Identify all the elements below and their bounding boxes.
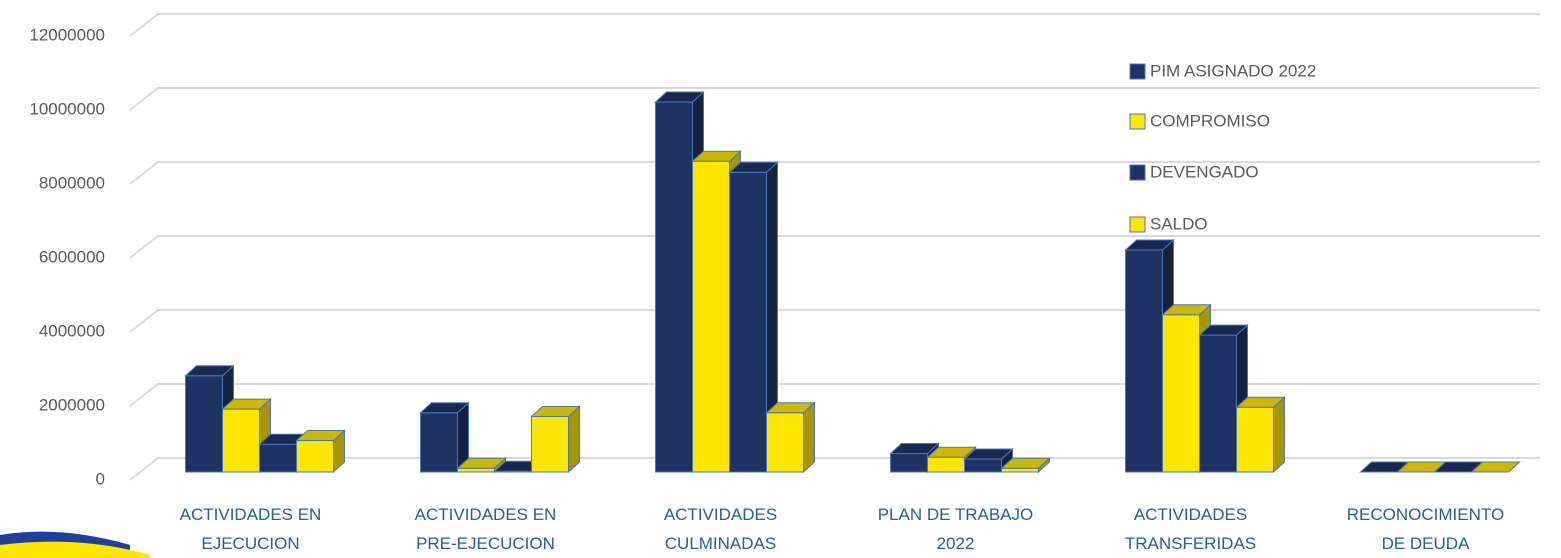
legend-swatch — [1129, 216, 1146, 233]
y-tick-label: 2000000 — [39, 395, 105, 414]
x-tick-label: PLAN DE TRABAJO 2022 — [877, 505, 1034, 553]
y-tick-label: 10000000 — [29, 99, 105, 118]
bar — [1470, 461, 1521, 473]
x-tick-label: ACTIVIDADES TRANSFERIDAS — [1124, 505, 1257, 553]
y-tick-label: 6000000 — [39, 247, 105, 266]
x-tick-label: ACTIVIDADES EN PRE-EJECUCION — [414, 505, 557, 553]
grid-line — [129, 309, 1540, 333]
decoration — [0, 541, 150, 558]
grid-line — [129, 457, 1540, 481]
bar — [1000, 457, 1051, 474]
y-tick-label: 0 — [96, 469, 105, 488]
grid-line — [129, 383, 1540, 407]
legend-label: COMPROMISO — [1150, 111, 1270, 130]
y-tick-label: 12000000 — [29, 25, 105, 44]
legend-swatch — [1129, 113, 1146, 130]
y-tick-label: 8000000 — [39, 173, 105, 192]
x-tick-label: ACTIVIDADES CULMINADAS — [663, 505, 778, 553]
bar — [419, 401, 470, 474]
bar — [295, 429, 346, 474]
grid-line — [129, 235, 1540, 259]
grid-line — [129, 161, 1540, 185]
grid-line — [129, 13, 1540, 37]
x-tick-label: ACTIVIDADES EN EJECUCION — [179, 505, 322, 553]
y-tick-label: 4000000 — [39, 321, 105, 340]
legend-swatch — [1129, 164, 1146, 181]
x-tick-label: RECONOCIMIENTO DE DEUDA — [1346, 505, 1505, 553]
bar — [728, 161, 779, 474]
grid-line — [129, 87, 1540, 111]
legend-label: PIM ASIGNADO 2022 — [1150, 61, 1316, 80]
bar — [765, 401, 816, 474]
bar — [530, 405, 581, 474]
bar — [963, 447, 1014, 474]
legend-swatch — [1129, 63, 1146, 80]
bar — [1235, 396, 1286, 474]
legend-label: DEVENGADO — [1150, 162, 1259, 181]
legend-label: SALDO — [1150, 214, 1208, 233]
